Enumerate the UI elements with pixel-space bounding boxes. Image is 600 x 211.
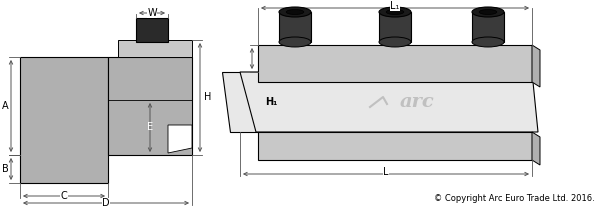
- Ellipse shape: [279, 7, 311, 17]
- Text: D: D: [102, 198, 110, 208]
- Polygon shape: [532, 45, 540, 87]
- Text: arc: arc: [400, 93, 435, 111]
- Text: H: H: [205, 92, 212, 103]
- Ellipse shape: [286, 9, 304, 15]
- Polygon shape: [472, 12, 504, 42]
- Ellipse shape: [379, 37, 411, 47]
- Polygon shape: [279, 12, 311, 42]
- Polygon shape: [379, 12, 411, 42]
- Ellipse shape: [472, 7, 504, 17]
- Polygon shape: [258, 45, 532, 82]
- Polygon shape: [532, 132, 540, 165]
- Text: H₁: H₁: [265, 97, 277, 107]
- Text: L₁: L₁: [391, 1, 400, 11]
- Polygon shape: [168, 125, 192, 153]
- Polygon shape: [108, 57, 192, 155]
- Polygon shape: [118, 40, 192, 57]
- Polygon shape: [258, 132, 532, 160]
- Ellipse shape: [479, 9, 497, 15]
- Polygon shape: [240, 72, 538, 132]
- Polygon shape: [136, 18, 168, 42]
- Text: L: L: [383, 167, 389, 177]
- Polygon shape: [222, 72, 532, 132]
- Text: © Copyright Arc Euro Trade Ltd. 2016.: © Copyright Arc Euro Trade Ltd. 2016.: [434, 194, 595, 203]
- Polygon shape: [20, 57, 108, 183]
- Text: E: E: [147, 123, 153, 133]
- Ellipse shape: [472, 37, 504, 47]
- Text: W: W: [147, 8, 157, 18]
- Text: B: B: [2, 164, 8, 174]
- Ellipse shape: [379, 7, 411, 17]
- Text: C: C: [61, 191, 67, 201]
- Ellipse shape: [386, 9, 404, 15]
- Ellipse shape: [279, 37, 311, 47]
- Text: A: A: [2, 101, 8, 111]
